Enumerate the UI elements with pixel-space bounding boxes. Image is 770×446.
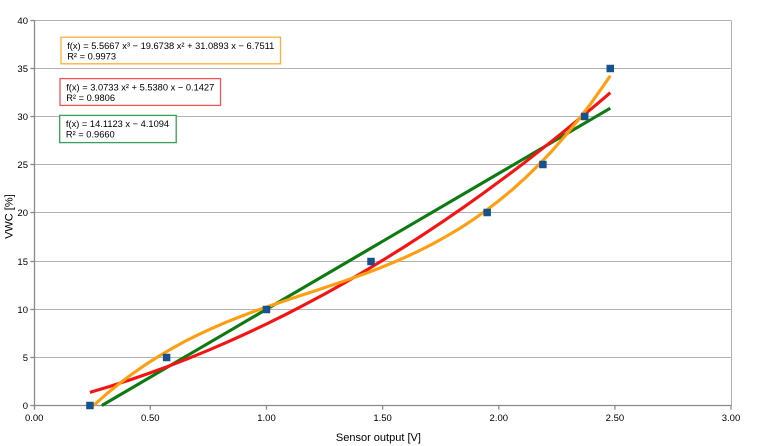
svg-text:f(x) = 3.0733 x² + 5.5380 x −: f(x) = 3.0733 x² + 5.5380 x − 0.1427 [66, 82, 214, 92]
svg-text:30: 30 [17, 112, 28, 123]
svg-text:0.50: 0.50 [141, 413, 160, 424]
svg-text:15: 15 [17, 257, 28, 268]
svg-text:5: 5 [23, 353, 28, 364]
svg-text:10: 10 [17, 305, 28, 316]
svg-text:0.00: 0.00 [25, 413, 44, 424]
svg-text:Sensor output [V]: Sensor output [V] [336, 432, 421, 444]
svg-text:25: 25 [17, 160, 28, 171]
svg-text:R² = 0.9660: R² = 0.9660 [66, 130, 115, 140]
svg-text:2.50: 2.50 [606, 413, 625, 424]
svg-text:40: 40 [17, 16, 28, 27]
svg-text:R² = 0.9806: R² = 0.9806 [66, 93, 115, 103]
svg-text:1.50: 1.50 [373, 413, 392, 424]
svg-text:f(x) = 14.1123 x − 4.1094: f(x) = 14.1123 x − 4.1094 [66, 119, 169, 129]
svg-text:R² = 0.9973: R² = 0.9973 [67, 52, 116, 62]
svg-text:20: 20 [17, 208, 28, 219]
svg-text:VWC [%]: VWC [%] [4, 194, 16, 239]
svg-text:2.00: 2.00 [490, 413, 509, 424]
svg-text:1.00: 1.00 [257, 413, 276, 424]
svg-text:0: 0 [23, 401, 28, 412]
svg-text:f(x) = 5.5667 x³ − 19.6738 x²: f(x) = 5.5667 x³ − 19.6738 x² + 31.0893 … [67, 41, 274, 51]
svg-text:35: 35 [17, 64, 28, 75]
svg-text:3.00: 3.00 [722, 413, 741, 424]
